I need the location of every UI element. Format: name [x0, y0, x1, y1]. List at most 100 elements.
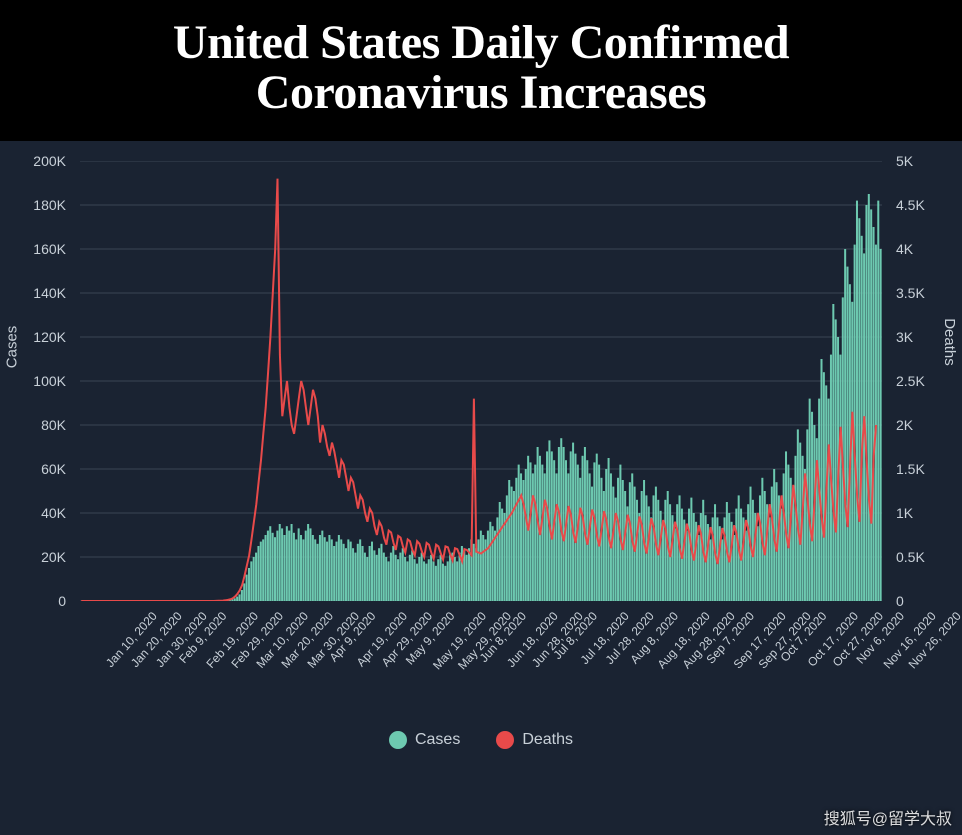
y-left-tick: 100K [0, 373, 66, 389]
cases-bar [676, 504, 678, 601]
cases-bar [444, 566, 446, 601]
cases-bar [664, 500, 666, 601]
cases-bar [340, 539, 342, 601]
plot-area [80, 161, 882, 601]
y-left-tick: 140K [0, 285, 66, 301]
y-left-tick: 80K [0, 417, 66, 433]
cases-bar [806, 429, 808, 601]
cases-bar [747, 504, 749, 601]
cases-bar [243, 583, 245, 601]
cases-bar [428, 559, 430, 601]
cases-bar [783, 473, 785, 601]
cases-bar [343, 544, 345, 601]
cases-bar [283, 535, 285, 601]
cases-bar [865, 205, 867, 601]
chart-title: United States Daily Confirmed Coronaviru… [0, 0, 962, 141]
cases-bar [780, 508, 782, 600]
cases-bar [347, 539, 349, 601]
y-right-tick: 4.5K [896, 197, 962, 213]
cases-bar [447, 561, 449, 601]
cases-bar [605, 469, 607, 601]
cases-bar [414, 559, 416, 601]
cases-bar [364, 552, 366, 600]
legend-label: Cases [415, 731, 460, 749]
legend-item: Cases [389, 731, 460, 749]
cases-bar [312, 535, 314, 601]
cases-bar [877, 200, 879, 600]
cases-bar [376, 555, 378, 601]
cases-bar [267, 530, 269, 600]
cases-bar [380, 544, 382, 601]
cases-bar [433, 561, 435, 601]
cases-bar [269, 526, 271, 601]
cases-bar [506, 495, 508, 601]
cases-bar [534, 464, 536, 600]
cases-bar [515, 478, 517, 601]
cases-bar [629, 482, 631, 601]
cases-bar [298, 528, 300, 601]
cases-bar [593, 462, 595, 601]
cases-bar [338, 535, 340, 601]
cases-bar [466, 555, 468, 601]
cases-bar [823, 372, 825, 601]
cases-bar [321, 530, 323, 600]
cases-bar [480, 530, 482, 600]
cases-bar [307, 524, 309, 601]
cases-bar [492, 526, 494, 601]
cases-bar [870, 209, 872, 601]
cases-bar [435, 566, 437, 601]
cases-bar [489, 522, 491, 601]
cases-bar [508, 480, 510, 601]
cases-bar [556, 473, 558, 601]
cases-bar [529, 462, 531, 601]
cases-bar [546, 451, 548, 601]
y-right-tick: 4K [896, 241, 962, 257]
cases-bar [544, 473, 546, 601]
cases-bar [274, 537, 276, 601]
cases-bar [582, 456, 584, 601]
legend-item: Deaths [496, 731, 573, 749]
cases-bar [574, 453, 576, 600]
y-left-tick: 180K [0, 197, 66, 213]
cases-bar [423, 561, 425, 601]
cases-bar [477, 539, 479, 601]
cases-bar [421, 552, 423, 600]
cases-bar [373, 550, 375, 601]
cases-bar [487, 530, 489, 600]
cases-bar [733, 535, 735, 601]
cases-bar [858, 218, 860, 601]
y-right-tick: 2.5K [896, 373, 962, 389]
cases-bar [847, 266, 849, 600]
cases-bar [336, 541, 338, 600]
cases-bar [520, 473, 522, 601]
cases-bar [395, 555, 397, 601]
cases-bar [591, 486, 593, 600]
cases-bar [345, 548, 347, 601]
cases-bar [570, 451, 572, 601]
cases-bar [279, 524, 281, 601]
cases-bar [475, 548, 477, 601]
cases-bar [494, 530, 496, 600]
cases-bar [856, 200, 858, 600]
cases-bar [418, 557, 420, 601]
cases-bar [402, 548, 404, 601]
y-right-tick: 3.5K [896, 285, 962, 301]
cases-bar [331, 539, 333, 601]
cases-bar [409, 555, 411, 601]
cases-bar [567, 473, 569, 601]
cases-bar [406, 561, 408, 601]
y-left-tick: 20K [0, 549, 66, 565]
cases-bar [425, 563, 427, 600]
cases-bar [511, 486, 513, 600]
cases-bar [617, 478, 619, 601]
cases-bar [721, 539, 723, 601]
y-right-tick: 1.5K [896, 461, 962, 477]
cases-bar [262, 539, 264, 601]
cases-bar [700, 513, 702, 601]
cases-bar [241, 590, 243, 601]
cases-bar [809, 398, 811, 600]
cases-bar [839, 354, 841, 600]
cases-bar [385, 557, 387, 601]
cases-bar [326, 541, 328, 600]
cases-bar [404, 557, 406, 601]
